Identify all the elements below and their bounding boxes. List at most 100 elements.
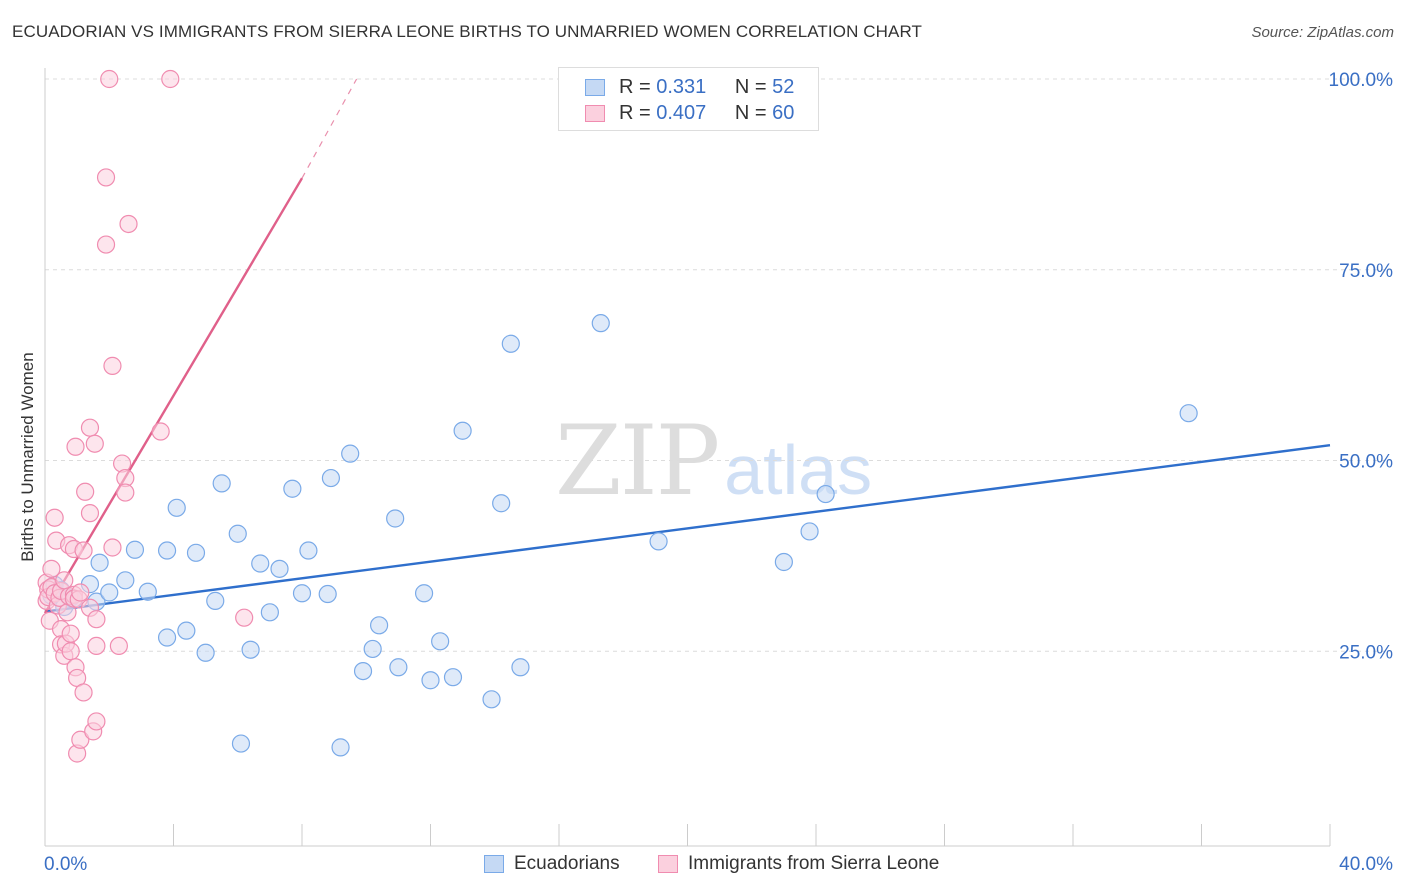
legend-r-value: 0.331: [656, 75, 707, 98]
data-point: [157, 628, 177, 647]
data-point: [816, 484, 835, 504]
data-point: [414, 584, 434, 603]
data-point: [76, 482, 95, 501]
data-points: [37, 69, 1198, 763]
data-point: [74, 683, 93, 702]
data-point: [96, 235, 116, 254]
data-point: [370, 616, 389, 635]
data-point: [109, 636, 128, 656]
y-tick-label: 50.0%: [1339, 452, 1393, 473]
legend-n-label: N =: [734, 101, 767, 124]
data-point: [167, 498, 186, 517]
data-point: [206, 591, 225, 610]
legend-n-label: N =: [734, 75, 767, 98]
data-point: [511, 658, 530, 677]
series-1-points: [37, 69, 254, 763]
legend-r-value: 0.407: [656, 101, 707, 124]
legend-n-value: 52: [772, 75, 795, 98]
data-point: [321, 468, 341, 488]
data-point: [270, 559, 289, 578]
trend-extension-1: [301, 78, 358, 179]
data-point: [260, 603, 279, 622]
series-swatch-blue: [484, 855, 504, 873]
data-point: [501, 334, 520, 353]
stats-legend: R = 0.331 N = 52 R = 0.407 N = 60: [558, 67, 819, 131]
data-point: [241, 640, 260, 659]
data-point: [45, 508, 64, 527]
data-point: [85, 434, 104, 453]
data-point: [800, 522, 819, 541]
data-point: [80, 504, 100, 523]
data-point: [87, 712, 106, 731]
data-point: [186, 543, 206, 562]
data-point: [386, 509, 405, 528]
series-legend-ecuadorians: Ecuadorians: [484, 852, 620, 876]
data-point: [421, 671, 440, 690]
data-point: [103, 356, 122, 375]
data-point: [61, 624, 80, 643]
data-point: [119, 214, 138, 234]
data-point: [299, 541, 318, 560]
series-label-ecuadorians: Ecuadorians: [514, 853, 620, 874]
data-point: [492, 494, 511, 513]
series-legend-sierra-leone: Immigrants from Sierra Leone: [658, 852, 939, 876]
source-credit: Source: ZipAtlas.com: [1251, 24, 1394, 41]
data-point: [161, 69, 180, 89]
data-point: [231, 734, 251, 753]
legend-swatch-pink: [585, 104, 605, 122]
trend-lines: [43, 78, 1331, 614]
data-point: [331, 738, 350, 757]
data-point: [100, 583, 119, 602]
data-point: [443, 668, 463, 687]
watermark-atlas: atlas: [724, 431, 873, 509]
legend-row-ecuadorians: R = 0.331 N = 52: [585, 74, 794, 100]
data-point: [212, 474, 231, 493]
y-tick-label: 75.0%: [1339, 261, 1393, 282]
data-point: [96, 168, 116, 187]
data-point: [157, 541, 177, 560]
legend-r-label: R =: [619, 101, 651, 124]
data-point: [42, 559, 61, 578]
data-point: [228, 524, 247, 543]
data-point: [100, 69, 119, 89]
data-point: [71, 730, 90, 749]
data-point: [196, 643, 215, 662]
data-point: [251, 554, 270, 573]
data-point: [116, 571, 135, 590]
series-0-points: [42, 314, 1198, 757]
data-point: [235, 608, 254, 627]
data-point: [774, 552, 793, 572]
data-point: [71, 583, 90, 602]
data-point: [353, 661, 373, 681]
data-point: [649, 532, 668, 551]
legend-r-label: R =: [619, 75, 651, 98]
data-point: [90, 553, 109, 572]
data-point: [74, 541, 93, 560]
tick-labels: 25.0% 50.0% 75.0% 100.0% 0.0% 40.0%: [44, 70, 1393, 875]
data-point: [55, 571, 74, 590]
data-point: [318, 584, 337, 604]
data-point: [363, 639, 382, 659]
data-point: [66, 437, 85, 456]
data-point: [453, 421, 472, 440]
data-point: [177, 621, 196, 640]
trend-line-1: [43, 177, 304, 614]
gridlines: [45, 78, 1392, 652]
data-point: [1179, 404, 1198, 423]
data-point: [125, 540, 145, 559]
series-label-sierra-leone: Immigrants from Sierra Leone: [688, 853, 940, 874]
data-point: [591, 314, 610, 333]
data-point: [87, 636, 106, 656]
trend-line-0: [44, 444, 1331, 613]
x-tick-label-max: 40.0%: [1339, 854, 1393, 875]
data-point: [87, 610, 106, 629]
data-point: [431, 632, 450, 651]
axes: [44, 68, 1331, 847]
legend-row-sierra-leone: R = 0.407 N = 60: [585, 100, 794, 126]
data-point: [80, 418, 100, 437]
data-point: [103, 538, 122, 557]
chart-title: ECUADORIAN VS IMMIGRANTS FROM SIERRA LEO…: [12, 22, 923, 41]
y-tick-label: 100.0%: [1329, 70, 1394, 91]
data-point: [389, 658, 408, 677]
